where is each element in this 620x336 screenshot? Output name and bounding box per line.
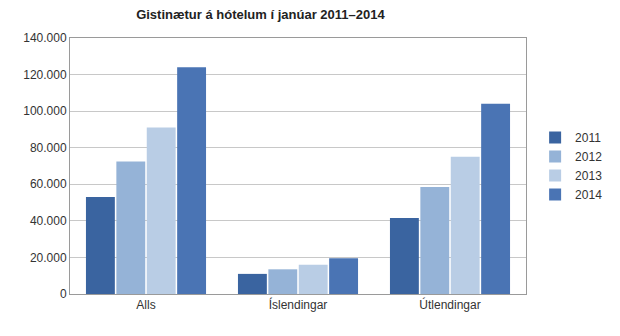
svg-text:Alls: Alls <box>136 298 155 312</box>
svg-text:140.000: 140.000 <box>23 31 67 45</box>
svg-text:2014: 2014 <box>575 188 602 202</box>
svg-text:40.000: 40.000 <box>30 214 67 228</box>
svg-text:80.000: 80.000 <box>30 141 67 155</box>
svg-text:60.000: 60.000 <box>30 177 67 191</box>
svg-text:2013: 2013 <box>575 169 602 183</box>
svg-text:2012: 2012 <box>575 150 602 164</box>
svg-text:Útlendingar: Útlendingar <box>419 297 480 312</box>
svg-text:2011: 2011 <box>575 131 601 145</box>
svg-text:100.000: 100.000 <box>23 104 67 118</box>
svg-text:120.000: 120.000 <box>23 68 67 82</box>
svg-text:Gistinætur á hótelum í janúar: Gistinætur á hótelum í janúar 2011–2014 <box>136 7 385 22</box>
svg-text:0: 0 <box>60 287 67 301</box>
svg-text:Íslendingar: Íslendingar <box>269 297 328 312</box>
svg-text:20.000: 20.000 <box>30 251 67 265</box>
